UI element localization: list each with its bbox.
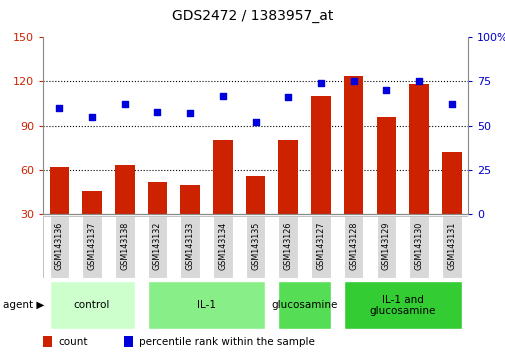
Point [88, 114, 96, 120]
Text: control: control [74, 300, 110, 310]
Bar [409, 216, 428, 278]
Bar [147, 281, 265, 329]
Point [316, 80, 324, 86]
Text: GSM143135: GSM143135 [250, 222, 260, 270]
Bar [278, 141, 297, 258]
Text: GSM143126: GSM143126 [283, 222, 292, 270]
Point [153, 109, 161, 114]
Bar [213, 216, 232, 278]
Text: agent ▶: agent ▶ [3, 300, 44, 310]
Bar [278, 281, 330, 329]
Bar [82, 190, 102, 258]
Point [121, 102, 129, 107]
Text: GSM143127: GSM143127 [316, 221, 325, 270]
Bar [441, 216, 461, 278]
Text: GSM143134: GSM143134 [218, 222, 227, 270]
Bar [311, 96, 330, 258]
Point [55, 105, 63, 111]
Bar [245, 176, 265, 258]
Point [251, 119, 259, 125]
Text: IL-1 and
glucosamine: IL-1 and glucosamine [369, 295, 435, 316]
Point [284, 95, 292, 100]
Bar [343, 281, 461, 329]
Point [349, 79, 357, 84]
Bar [278, 216, 297, 278]
Text: GSM143128: GSM143128 [348, 222, 358, 270]
Bar [147, 182, 167, 258]
Bar [343, 216, 363, 278]
Text: GSM143136: GSM143136 [55, 222, 64, 270]
Point [447, 102, 455, 107]
Bar [147, 216, 167, 278]
Text: GSM143138: GSM143138 [120, 222, 129, 270]
Bar [49, 281, 134, 329]
Bar [180, 216, 199, 278]
Text: GSM143137: GSM143137 [87, 222, 96, 270]
Bar [115, 166, 134, 258]
Text: GSM143132: GSM143132 [153, 222, 162, 270]
Point [186, 110, 194, 116]
Text: glucosamine: glucosamine [271, 300, 337, 310]
Text: IL-1: IL-1 [196, 300, 216, 310]
Bar [49, 167, 69, 258]
Text: GSM143131: GSM143131 [446, 222, 456, 270]
Bar [115, 216, 134, 278]
Text: count: count [58, 337, 87, 347]
Bar [409, 84, 428, 258]
Bar [180, 185, 199, 258]
Bar [376, 117, 395, 258]
Point [218, 93, 226, 98]
Bar [49, 216, 69, 278]
Bar [82, 216, 102, 278]
Text: GSM143130: GSM143130 [414, 222, 423, 270]
Bar [213, 141, 232, 258]
Text: percentile rank within the sample: percentile rank within the sample [138, 337, 314, 347]
Bar [245, 216, 265, 278]
Point [414, 79, 422, 84]
Bar [343, 75, 363, 258]
Bar [376, 216, 395, 278]
Text: GSM143129: GSM143129 [381, 221, 390, 270]
Bar [124, 336, 133, 347]
Text: GSM143133: GSM143133 [185, 222, 194, 270]
Bar [43, 336, 52, 347]
Text: GDS2472 / 1383957_at: GDS2472 / 1383957_at [172, 9, 333, 23]
Bar [311, 216, 330, 278]
Bar [441, 152, 461, 258]
Point [381, 87, 389, 93]
